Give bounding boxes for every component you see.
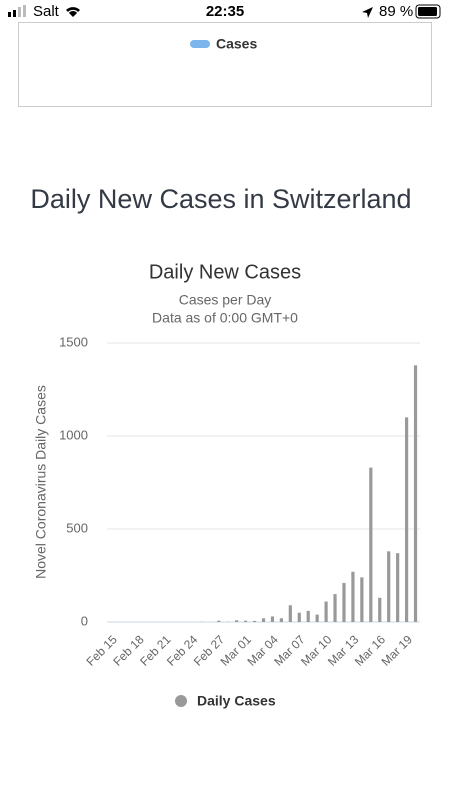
y-tick-label: 1000 xyxy=(59,427,88,442)
bar xyxy=(333,594,336,622)
carrier: Salt xyxy=(33,3,60,20)
status-bar: Salt 22:35 89 % xyxy=(8,3,440,20)
y-tick-label: 500 xyxy=(66,520,88,535)
page-heading: Daily New Cases in Switzerland xyxy=(30,184,411,214)
bar xyxy=(289,605,292,622)
location-icon xyxy=(362,7,373,18)
signal-bar xyxy=(8,12,11,17)
legend-marker xyxy=(190,40,210,48)
y-tick-label: 0 xyxy=(81,613,88,628)
bar xyxy=(360,577,363,622)
bar xyxy=(351,572,354,622)
bar xyxy=(307,611,310,622)
bar xyxy=(271,616,274,622)
clock: 22:35 xyxy=(206,3,244,20)
battery-level: 89 % xyxy=(379,3,413,20)
bar xyxy=(262,618,265,622)
bar xyxy=(387,551,390,622)
bar xyxy=(316,615,319,622)
bar xyxy=(280,618,283,622)
bar xyxy=(396,553,399,622)
bar xyxy=(378,598,381,622)
legend-label: Cases xyxy=(216,36,257,52)
bar xyxy=(235,620,238,622)
wifi-icon xyxy=(66,7,80,17)
chart-subtitle: Data as of 0:00 GMT+0 xyxy=(152,310,298,326)
signal-bar xyxy=(18,7,21,17)
bar xyxy=(298,613,301,622)
legend-marker xyxy=(175,695,187,707)
x-tick-label: Mar 19 xyxy=(379,632,416,669)
bar xyxy=(253,621,256,622)
bar xyxy=(369,468,372,622)
battery-fill xyxy=(418,7,437,16)
y-tick-label: 1500 xyxy=(59,334,88,349)
bar xyxy=(244,621,247,622)
bar xyxy=(217,621,220,622)
chart-subtitle: Cases per Day xyxy=(179,292,272,308)
bar xyxy=(405,417,408,622)
signal-bar xyxy=(23,5,26,17)
y-axis-title: Novel Coronavirus Daily Cases xyxy=(33,385,49,579)
chart-title: Daily New Cases xyxy=(149,261,301,283)
signal-bar xyxy=(13,10,16,17)
bar xyxy=(342,583,345,622)
bar xyxy=(325,602,328,622)
bar xyxy=(414,365,417,622)
legend-label: Daily Cases xyxy=(197,693,276,709)
